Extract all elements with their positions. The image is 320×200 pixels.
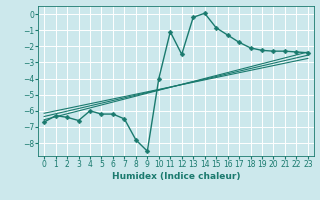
X-axis label: Humidex (Indice chaleur): Humidex (Indice chaleur): [112, 172, 240, 181]
